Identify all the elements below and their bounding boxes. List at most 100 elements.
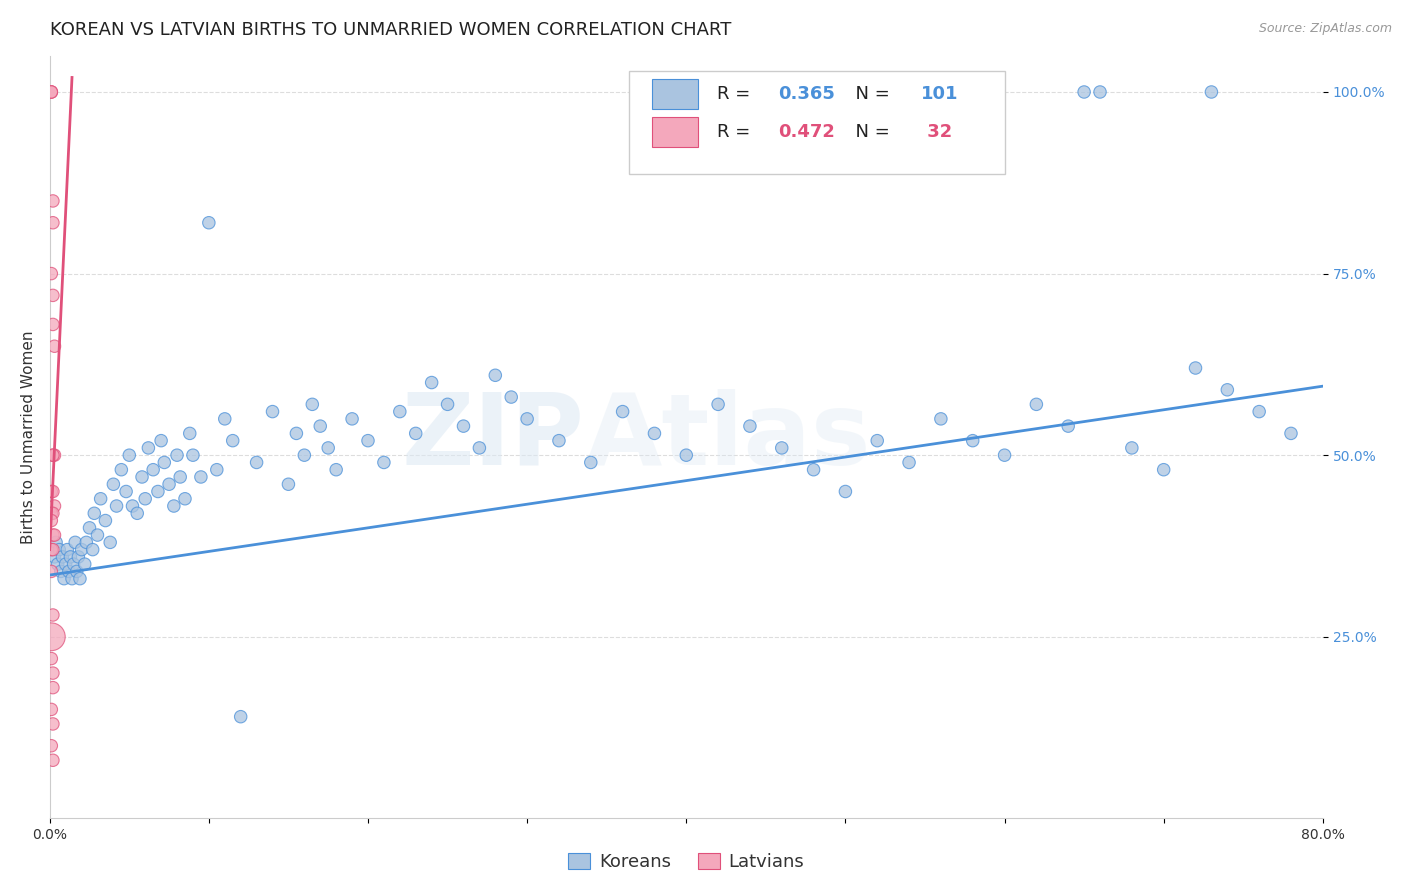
Point <box>39 630 62 644</box>
Point <box>42 448 65 462</box>
Point <box>420 376 443 390</box>
Text: R =: R = <box>717 85 756 103</box>
Point <box>205 463 228 477</box>
Point <box>44 528 66 542</box>
Point <box>39 267 62 281</box>
Point <box>39 542 62 557</box>
Point <box>39 514 62 528</box>
Point <box>1153 463 1175 477</box>
Point <box>501 390 523 404</box>
Point <box>63 535 86 549</box>
Point <box>44 549 66 564</box>
Point <box>929 412 952 426</box>
Text: 0.365: 0.365 <box>778 85 835 103</box>
Point <box>803 463 825 477</box>
Point <box>39 651 62 665</box>
Point <box>214 412 236 426</box>
Point <box>1121 441 1143 455</box>
Point <box>59 549 82 564</box>
Point <box>222 434 245 448</box>
Point <box>163 499 186 513</box>
Point <box>131 470 153 484</box>
Point <box>643 426 665 441</box>
Point <box>115 484 138 499</box>
Point <box>44 448 66 462</box>
Legend: Koreans, Latvians: Koreans, Latvians <box>561 846 811 878</box>
Point <box>181 448 204 462</box>
Point <box>134 491 156 506</box>
Point <box>166 448 188 462</box>
Point <box>42 484 65 499</box>
Point <box>292 448 315 462</box>
Point <box>42 448 65 462</box>
Text: 32: 32 <box>921 123 952 141</box>
Text: N =: N = <box>844 85 896 103</box>
Point <box>1057 419 1080 434</box>
Point <box>49 565 72 579</box>
Point <box>70 542 93 557</box>
Point <box>98 535 121 549</box>
Point <box>42 288 65 302</box>
Point <box>1073 85 1095 99</box>
Y-axis label: Births to Unmarried Women: Births to Unmarried Women <box>21 330 35 544</box>
Point <box>174 491 197 506</box>
Text: Source: ZipAtlas.com: Source: ZipAtlas.com <box>1258 22 1392 36</box>
FancyBboxPatch shape <box>628 71 1004 174</box>
Point <box>39 85 62 99</box>
Point <box>138 441 160 455</box>
Text: R =: R = <box>717 123 756 141</box>
Point <box>1216 383 1239 397</box>
Point <box>90 491 112 506</box>
Point <box>1184 361 1206 376</box>
Point <box>866 434 889 448</box>
Point <box>309 419 332 434</box>
Point <box>142 463 165 477</box>
Point <box>42 194 65 208</box>
Point <box>770 441 793 455</box>
Point <box>993 448 1015 462</box>
Point <box>73 557 96 571</box>
Point <box>118 448 141 462</box>
Point <box>42 681 65 695</box>
Point <box>48 542 70 557</box>
Point <box>83 506 105 520</box>
Point <box>53 572 76 586</box>
Point <box>150 434 173 448</box>
Text: Atlas: Atlas <box>585 389 870 485</box>
Point <box>46 557 69 571</box>
Point <box>516 412 538 426</box>
Point <box>42 753 65 767</box>
Point <box>301 397 323 411</box>
Point <box>45 535 67 549</box>
Point <box>1088 85 1111 99</box>
Point <box>44 499 66 513</box>
Text: 0.472: 0.472 <box>778 123 835 141</box>
Point <box>51 549 73 564</box>
Point <box>110 463 132 477</box>
Point <box>42 216 65 230</box>
Point <box>962 434 984 448</box>
Point <box>121 499 143 513</box>
Point <box>388 404 411 418</box>
Point <box>82 542 104 557</box>
Point <box>56 542 79 557</box>
Point <box>42 666 65 681</box>
Point <box>453 419 475 434</box>
Point <box>127 506 149 520</box>
Point <box>169 470 191 484</box>
Text: ZIP: ZIP <box>402 389 585 485</box>
Point <box>357 434 380 448</box>
Point <box>103 477 125 491</box>
Point <box>277 477 299 491</box>
Point <box>39 702 62 716</box>
Point <box>229 709 252 723</box>
Point <box>612 404 634 418</box>
Point <box>42 506 65 520</box>
Point <box>675 448 697 462</box>
Point <box>39 506 62 520</box>
Point <box>898 455 921 469</box>
Point <box>198 216 221 230</box>
Point <box>1201 85 1223 99</box>
Point <box>484 368 506 383</box>
Point <box>340 412 363 426</box>
